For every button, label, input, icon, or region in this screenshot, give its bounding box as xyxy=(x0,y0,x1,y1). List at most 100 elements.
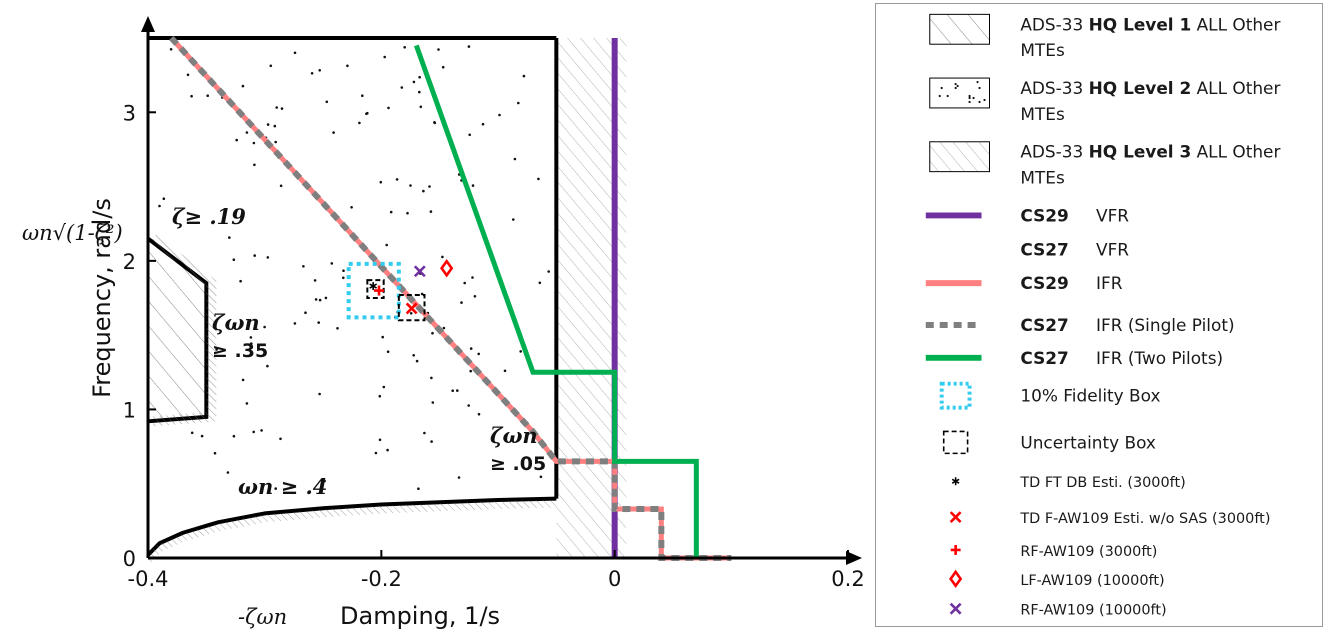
level2-dot xyxy=(442,326,446,330)
legend-swatch-marker xyxy=(951,477,960,486)
level2-dot xyxy=(441,255,444,259)
level2-dot xyxy=(318,69,322,72)
level2-dot xyxy=(280,107,284,110)
level2-dot xyxy=(317,321,321,324)
y-tick-label: 2 xyxy=(123,250,136,274)
legend-label: LF-AW109 (10000ft) xyxy=(1020,573,1164,589)
level2-dot xyxy=(358,121,361,125)
level2-dot xyxy=(537,177,540,181)
level2-dot xyxy=(457,476,461,479)
level2-dot xyxy=(431,331,434,335)
legend-label-bold: CS27 xyxy=(1020,315,1068,335)
region-level1-edge-hatch xyxy=(149,234,217,427)
legend-swatch-marker xyxy=(949,511,962,523)
legend-item-1: ADS-33 HQ Level 2 ALL Other MTEs xyxy=(929,77,1280,124)
legend-label-bold: CS29 xyxy=(1020,273,1068,293)
legend-swatch-uncertainty-box xyxy=(942,430,969,455)
legend-label-suffix: VFR xyxy=(1096,205,1129,225)
level2-dot xyxy=(468,133,472,137)
annotation-zeta-wn-35-b: ≥ .35 xyxy=(212,340,268,362)
level2-dot xyxy=(428,185,431,188)
level2-dot xyxy=(260,429,263,432)
legend-swatch-dot xyxy=(968,100,971,104)
legend-swatch-marker xyxy=(950,544,961,555)
level2-dot xyxy=(519,350,522,353)
legend-item-8: 10% Fidelity Box xyxy=(939,381,1160,410)
legend-swatch-wide-hatch xyxy=(929,13,990,45)
level2-dot xyxy=(379,180,383,184)
legend-label-bold: CS29 xyxy=(1020,205,1068,225)
legend-swatch-dot xyxy=(968,96,971,100)
level2-dot xyxy=(232,434,236,438)
level2-dot xyxy=(382,385,386,389)
legend-label-bold: HQ Level 1 xyxy=(1089,14,1192,34)
x-tick-label: -0.2 xyxy=(361,567,402,591)
y-tick-label: 0 xyxy=(123,547,136,571)
point-rf-aw109-3000ft xyxy=(374,285,384,296)
level2-dot xyxy=(469,369,473,373)
level2-dot xyxy=(385,243,389,247)
xlabel-symbol: -ζωn xyxy=(238,605,287,629)
level2-dot xyxy=(418,90,421,94)
level2-dot xyxy=(169,48,173,51)
level2-dot xyxy=(330,262,334,265)
level2-dot xyxy=(403,46,407,49)
level2-dot xyxy=(467,45,471,48)
y-axis-arrow xyxy=(141,16,155,32)
legend-label-suffix: ALL Other xyxy=(1191,142,1280,162)
legend-swatch-dot xyxy=(978,100,981,104)
legend-item-3: CS29 VFR xyxy=(925,205,1129,225)
level2-dot xyxy=(400,86,404,89)
annotation-wn-4: ωn ≥ .4 xyxy=(238,474,327,499)
level2-dot xyxy=(228,236,231,239)
legend-item-5: CS29 IFR xyxy=(925,273,1123,293)
legend-swatch-dots xyxy=(929,77,990,109)
level2-dot xyxy=(245,402,249,405)
legend-swatch-dot xyxy=(940,86,943,90)
level2-dot xyxy=(437,48,440,51)
level2-dot xyxy=(481,122,485,126)
legend-label: RF-AW109 (10000ft) xyxy=(1020,603,1166,619)
region-ads-33-hq-level-1-all-other-mtes xyxy=(148,238,207,422)
marker-diamond-shape xyxy=(440,259,454,278)
level2-dot xyxy=(420,292,424,296)
level2-dot xyxy=(366,111,369,115)
level2-dot xyxy=(200,434,204,438)
level2-dot xyxy=(266,256,270,259)
level2-dot xyxy=(395,178,399,181)
x-tick-label: 0.2 xyxy=(831,567,864,591)
series-cs27-ifr-two-pilots xyxy=(413,44,699,558)
annotation-zeta-19: ζ≥ .19 xyxy=(172,204,246,229)
legend-label-suffix: ALL Other xyxy=(1191,14,1280,34)
boundary-wn-ge-04 xyxy=(146,496,557,557)
level2-dot xyxy=(324,296,328,300)
legend-item-14: RF-AW109 (10000ft) xyxy=(949,603,1167,619)
level2-dot xyxy=(539,475,543,479)
level2-dot xyxy=(473,295,477,298)
box-10-fidelity-box-0 xyxy=(346,261,401,320)
legend-label-bold: HQ Level 2 xyxy=(1089,78,1192,98)
legend-swatch-dot xyxy=(983,98,986,102)
legend-swatch-dot xyxy=(938,94,941,98)
level2-dot xyxy=(512,218,515,221)
level2-dot xyxy=(253,163,256,167)
marker-x-stroke xyxy=(413,265,426,278)
level2-dot xyxy=(423,431,426,435)
legend-label: TD FT DB Esti. (3000ft) xyxy=(1019,475,1185,491)
ylabel-symbol: ωn√(1-ζ²) xyxy=(22,221,123,245)
legend-label: Uncertainty Box xyxy=(1020,432,1156,452)
legend-label-line2: MTEs xyxy=(1020,104,1064,124)
level2-dot xyxy=(215,348,218,351)
level2-dot xyxy=(412,354,416,357)
level2-dot xyxy=(406,211,409,215)
legend-item-10: TD FT DB Esti. (3000ft) xyxy=(951,475,1186,491)
level2-dot xyxy=(477,412,481,416)
legend-swatch-fine-hatch xyxy=(929,141,990,173)
points-layer xyxy=(369,259,454,315)
level2-dot xyxy=(383,55,387,59)
level2-dot xyxy=(418,75,421,79)
level2-dot xyxy=(249,336,253,339)
legend-label-suffix: IFR (Single Pilot) xyxy=(1096,315,1235,335)
level2-dot xyxy=(412,80,416,84)
level2-dot xyxy=(275,106,279,109)
